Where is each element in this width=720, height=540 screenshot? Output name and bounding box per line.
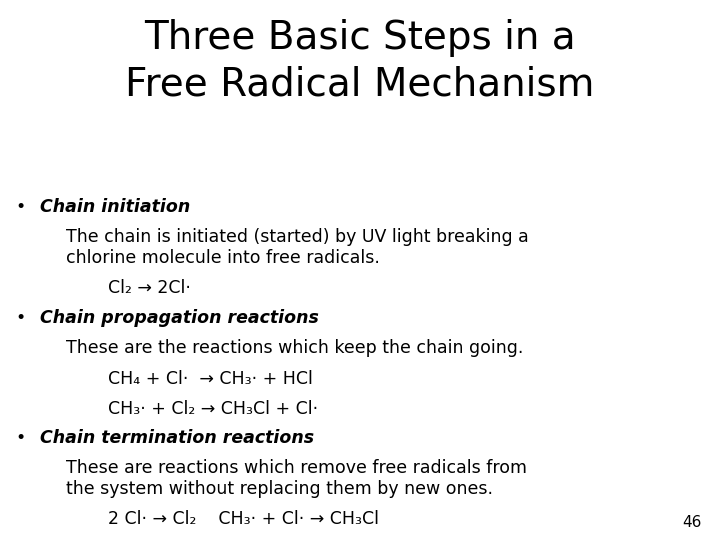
Text: Three Basic Steps in a
Free Radical Mechanism: Three Basic Steps in a Free Radical Mech…: [125, 19, 595, 104]
Text: •: •: [16, 198, 26, 216]
Text: 46: 46: [683, 515, 702, 530]
Text: •: •: [16, 429, 26, 447]
Text: 2 Cl· → Cl₂    CH₃· + Cl· → CH₃Cl: 2 Cl· → Cl₂ CH₃· + Cl· → CH₃Cl: [108, 510, 379, 528]
Text: Cl₂ → 2Cl·: Cl₂ → 2Cl·: [108, 279, 191, 297]
Text: •: •: [16, 309, 26, 327]
Text: Chain propagation reactions: Chain propagation reactions: [40, 309, 318, 327]
Text: The chain is initiated (started) by UV light breaking a
chlorine molecule into f: The chain is initiated (started) by UV l…: [66, 228, 529, 267]
Text: CH₄ + Cl·  → CH₃· + HCl: CH₄ + Cl· → CH₃· + HCl: [108, 370, 313, 388]
Text: Chain initiation: Chain initiation: [40, 198, 190, 216]
Text: CH₃· + Cl₂ → CH₃Cl + Cl·: CH₃· + Cl₂ → CH₃Cl + Cl·: [108, 400, 318, 417]
Text: These are the reactions which keep the chain going.: These are the reactions which keep the c…: [66, 339, 523, 356]
Text: Chain termination reactions: Chain termination reactions: [40, 429, 314, 447]
Text: These are reactions which remove free radicals from
the system without replacing: These are reactions which remove free ra…: [66, 459, 527, 498]
